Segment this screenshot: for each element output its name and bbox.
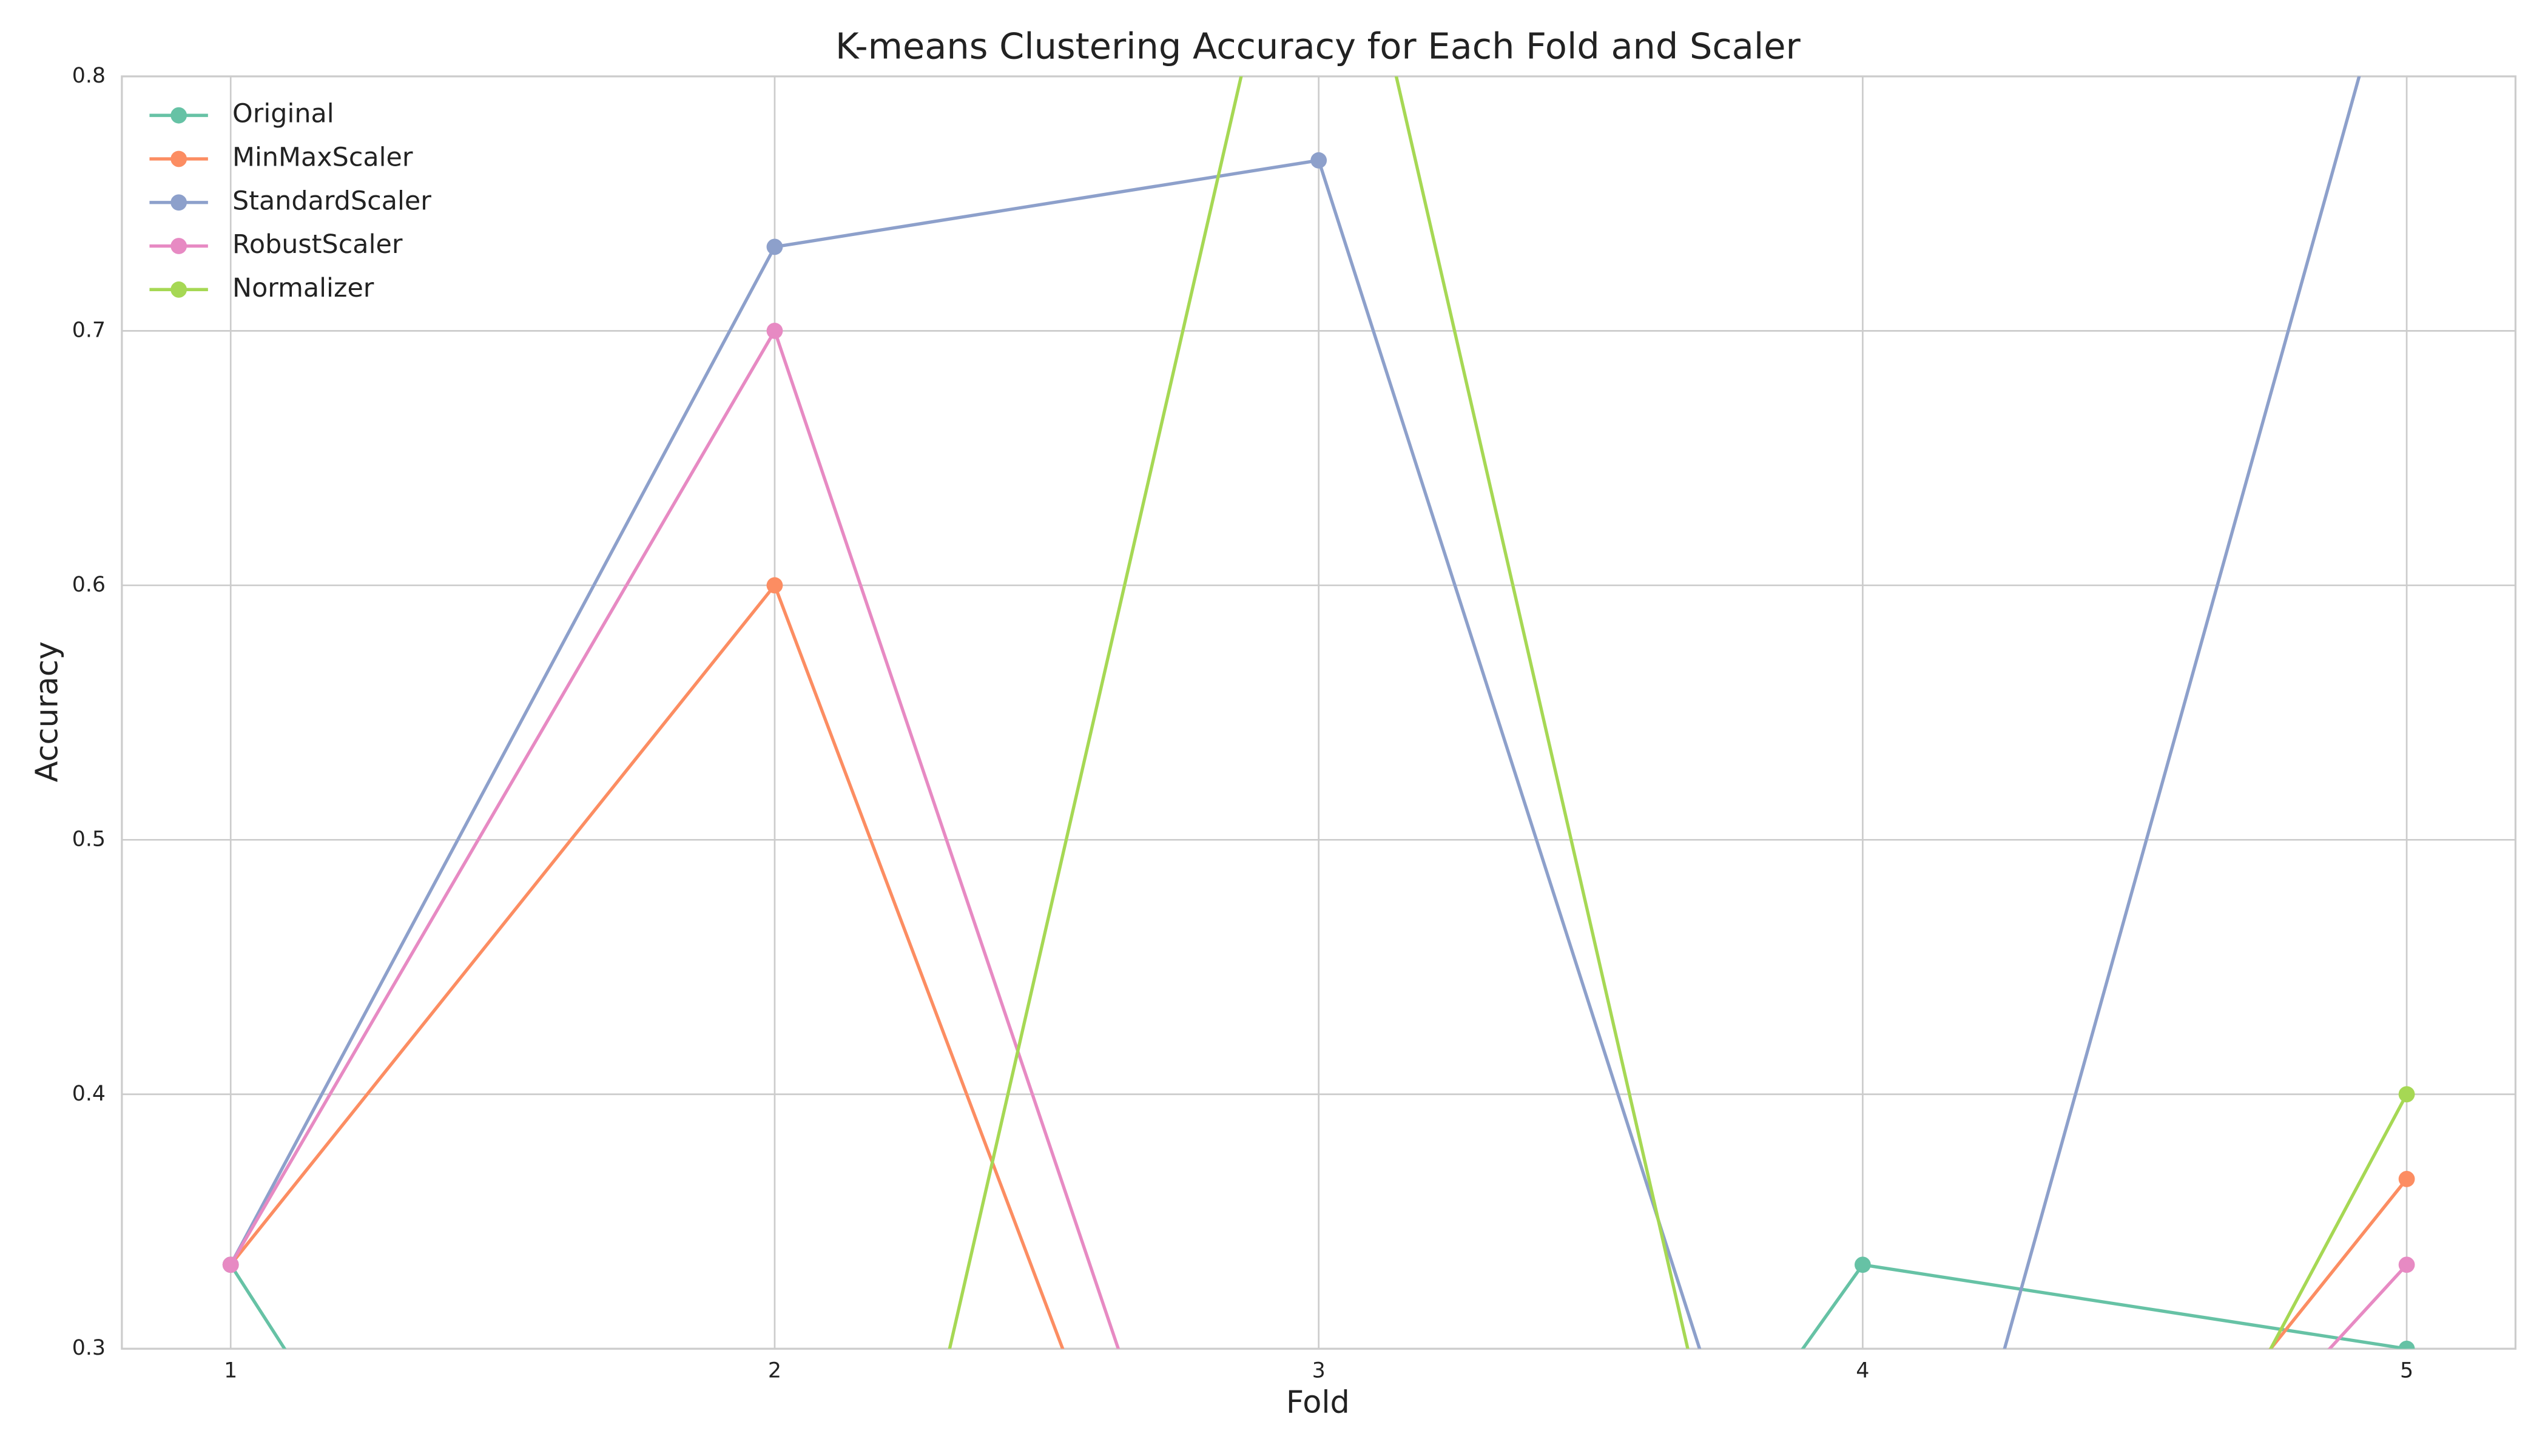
plot-frame bbox=[121, 75, 2517, 1350]
x-tick-label: 1 bbox=[224, 1359, 237, 1383]
legend: Original MinMaxScaler StandardScaler Robust… bbox=[149, 99, 431, 303]
data-point bbox=[766, 238, 783, 255]
legend-marker bbox=[170, 194, 187, 211]
x-axis-label: Fold bbox=[1286, 1384, 1350, 1420]
y-tick-label: 0.6 bbox=[72, 573, 106, 597]
legend-marker bbox=[170, 238, 187, 254]
series-line bbox=[229, 326, 2408, 1349]
data-point bbox=[222, 1256, 239, 1273]
series-line bbox=[229, 1262, 2407, 1349]
y-tick-label: 0.7 bbox=[72, 318, 106, 342]
data-point bbox=[2398, 1340, 2415, 1349]
y-tick-label: 0.8 bbox=[72, 64, 106, 88]
x-tick-label: 5 bbox=[2400, 1359, 2413, 1383]
series-line bbox=[229, 582, 2408, 1349]
y-tick-label: 0.3 bbox=[72, 1336, 106, 1360]
y-tick-label: 0.5 bbox=[72, 827, 106, 851]
data-point bbox=[766, 577, 783, 594]
legend-label: MinMaxScaler bbox=[232, 142, 413, 172]
y-axis-label: Accuracy bbox=[29, 641, 65, 782]
legend-marker bbox=[170, 107, 187, 124]
legend-marker bbox=[170, 150, 187, 167]
legend-label: RobustScaler bbox=[232, 229, 403, 260]
plot-area bbox=[222, 76, 2415, 1349]
chart-title: K-means Clustering Accuracy for Each Fol… bbox=[835, 25, 1801, 67]
data-point bbox=[1854, 1256, 1871, 1273]
y-tick-label: 0.4 bbox=[72, 1082, 106, 1106]
data-point bbox=[2398, 1171, 2415, 1187]
x-tick-label: 4 bbox=[1856, 1359, 1869, 1383]
x-tick-label: 3 bbox=[1312, 1359, 1326, 1383]
grid bbox=[121, 75, 2516, 1350]
legend-label: StandardScaler bbox=[232, 186, 431, 216]
legend-label: Original bbox=[232, 99, 334, 129]
data-point bbox=[766, 322, 783, 339]
x-tick-label: 2 bbox=[768, 1359, 781, 1383]
data-point bbox=[2398, 1256, 2415, 1273]
legend-label: Normalizer bbox=[232, 273, 374, 303]
legend-marker bbox=[170, 281, 187, 298]
data-point bbox=[2398, 1086, 2415, 1103]
data-point bbox=[1310, 152, 1327, 169]
